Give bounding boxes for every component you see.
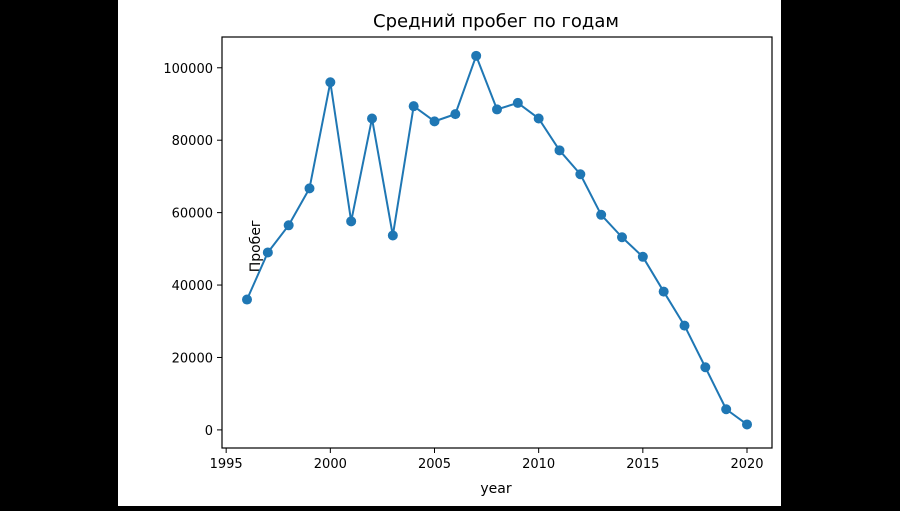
y-tick-label: 60000 — [172, 207, 213, 222]
data-point — [346, 216, 357, 227]
x-tick-label: 2005 — [418, 457, 451, 472]
data-point — [533, 113, 544, 124]
x-tick-label: 1995 — [210, 457, 243, 472]
data-point — [429, 116, 440, 127]
x-tick-label: 2015 — [626, 457, 659, 472]
y-tick-label: 80000 — [172, 134, 213, 149]
data-point — [658, 286, 669, 297]
y-axis-label: Пробег — [248, 220, 264, 273]
data-point — [637, 251, 648, 262]
data-point — [304, 183, 315, 194]
chart-title: Средний пробег по годам — [373, 11, 619, 32]
data-point — [408, 101, 419, 112]
line-chart: Средний пробег по годам year Пробег 1995… — [163, 11, 773, 497]
data-point — [700, 362, 711, 373]
data-point — [325, 77, 336, 88]
x-tick-label: 2020 — [730, 457, 763, 472]
y-tick-label: 40000 — [172, 279, 213, 294]
data-point — [512, 97, 523, 108]
data-point — [242, 294, 252, 305]
x-axis-label: year — [480, 481, 511, 497]
data-series — [242, 50, 752, 430]
data-point — [367, 113, 377, 124]
data-point — [283, 220, 294, 231]
data-point — [492, 104, 502, 115]
data-point — [471, 50, 482, 61]
data-point — [742, 419, 752, 430]
x-tick-label: 2010 — [522, 457, 555, 472]
data-point — [679, 320, 690, 331]
chart-figure: Средний пробег по годам year Пробег 1995… — [118, 0, 781, 506]
data-point — [721, 404, 732, 415]
y-tick-label: 20000 — [172, 351, 213, 366]
data-point — [596, 209, 607, 220]
data-point — [617, 232, 627, 243]
x-tick-label: 2000 — [314, 457, 347, 472]
data-point — [387, 230, 398, 241]
data-point — [262, 247, 273, 258]
data-point — [450, 109, 461, 120]
y-tick-label: 0 — [205, 424, 213, 439]
data-point — [554, 145, 565, 156]
plot-frame — [221, 36, 773, 449]
y-tick-label: 100000 — [163, 62, 213, 77]
axis-ticks: 1995 2000 2005 2010 2015 2020 0 20000 40000 60000… — [163, 62, 763, 472]
data-point — [575, 169, 586, 180]
